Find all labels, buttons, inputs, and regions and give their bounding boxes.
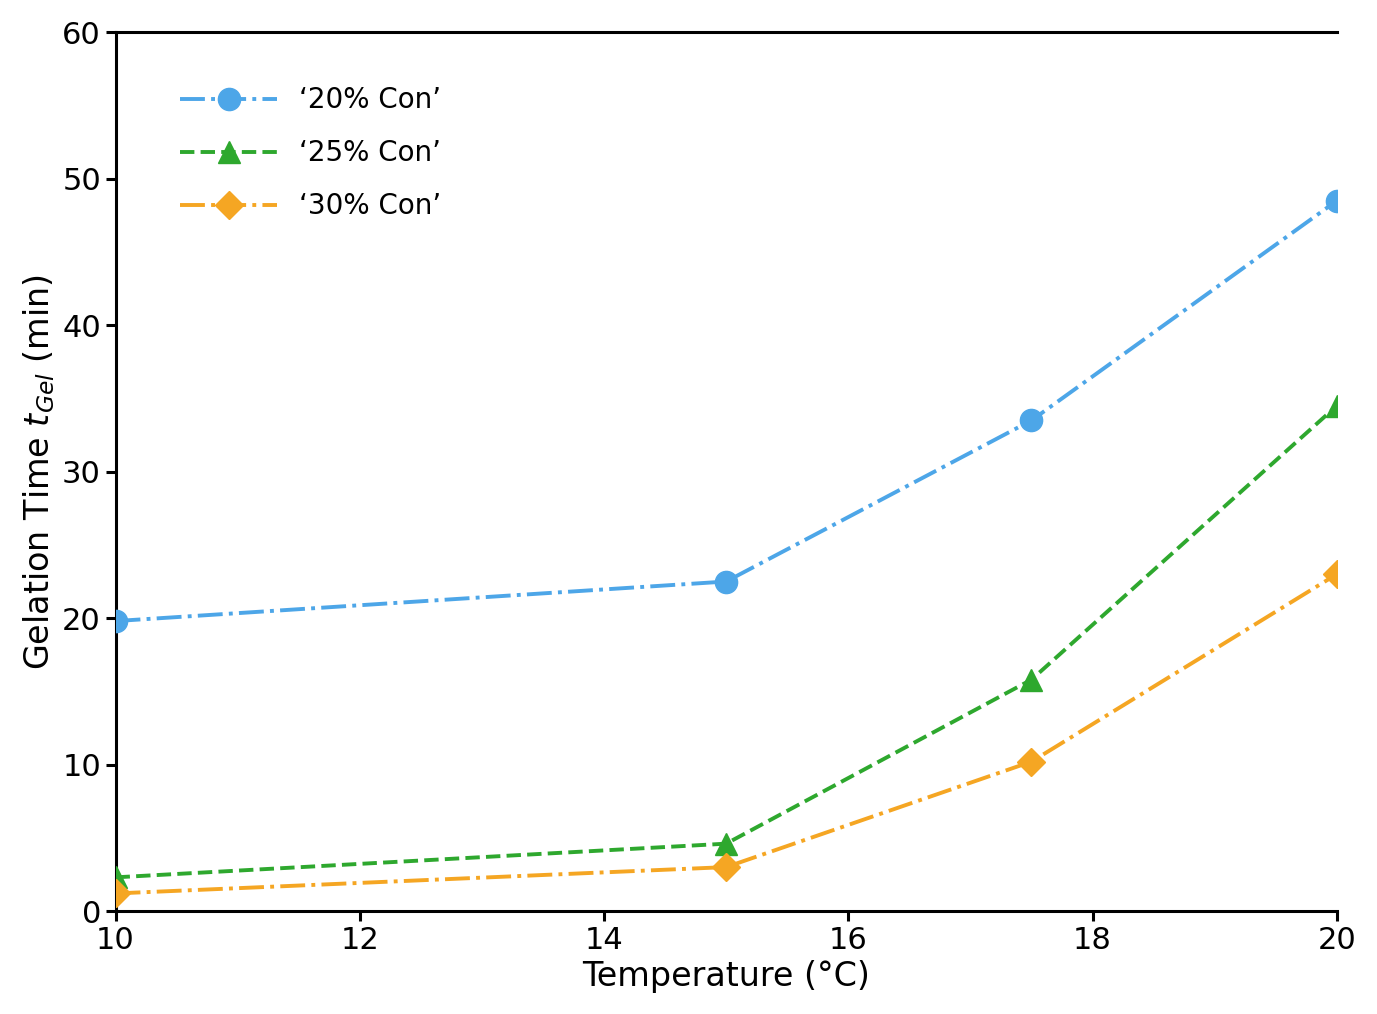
‘30% Con’: [717, 861, 734, 873]
‘30% Con’: [1329, 568, 1345, 580]
‘25% Con’: [1329, 400, 1345, 412]
X-axis label: Temperature (°C): Temperature (°C): [582, 960, 870, 993]
‘20% Con’: [1023, 415, 1040, 427]
‘30% Con’: [1023, 755, 1040, 768]
Line: ‘20% Con’: ‘20% Con’: [105, 190, 1348, 632]
Y-axis label: Gelation Time $t_{Gel}$ (min): Gelation Time $t_{Gel}$ (min): [21, 274, 56, 669]
‘30% Con’: [107, 887, 124, 899]
Line: ‘30% Con’: ‘30% Con’: [106, 565, 1347, 903]
‘25% Con’: [717, 838, 734, 850]
‘20% Con’: [717, 575, 734, 587]
‘20% Con’: [1329, 195, 1345, 207]
Line: ‘25% Con’: ‘25% Con’: [105, 394, 1348, 888]
Legend: ‘20% Con’, ‘25% Con’, ‘30% Con’: ‘20% Con’, ‘25% Con’, ‘30% Con’: [167, 73, 456, 234]
‘20% Con’: [107, 614, 124, 627]
‘25% Con’: [1023, 673, 1040, 685]
‘25% Con’: [107, 871, 124, 883]
